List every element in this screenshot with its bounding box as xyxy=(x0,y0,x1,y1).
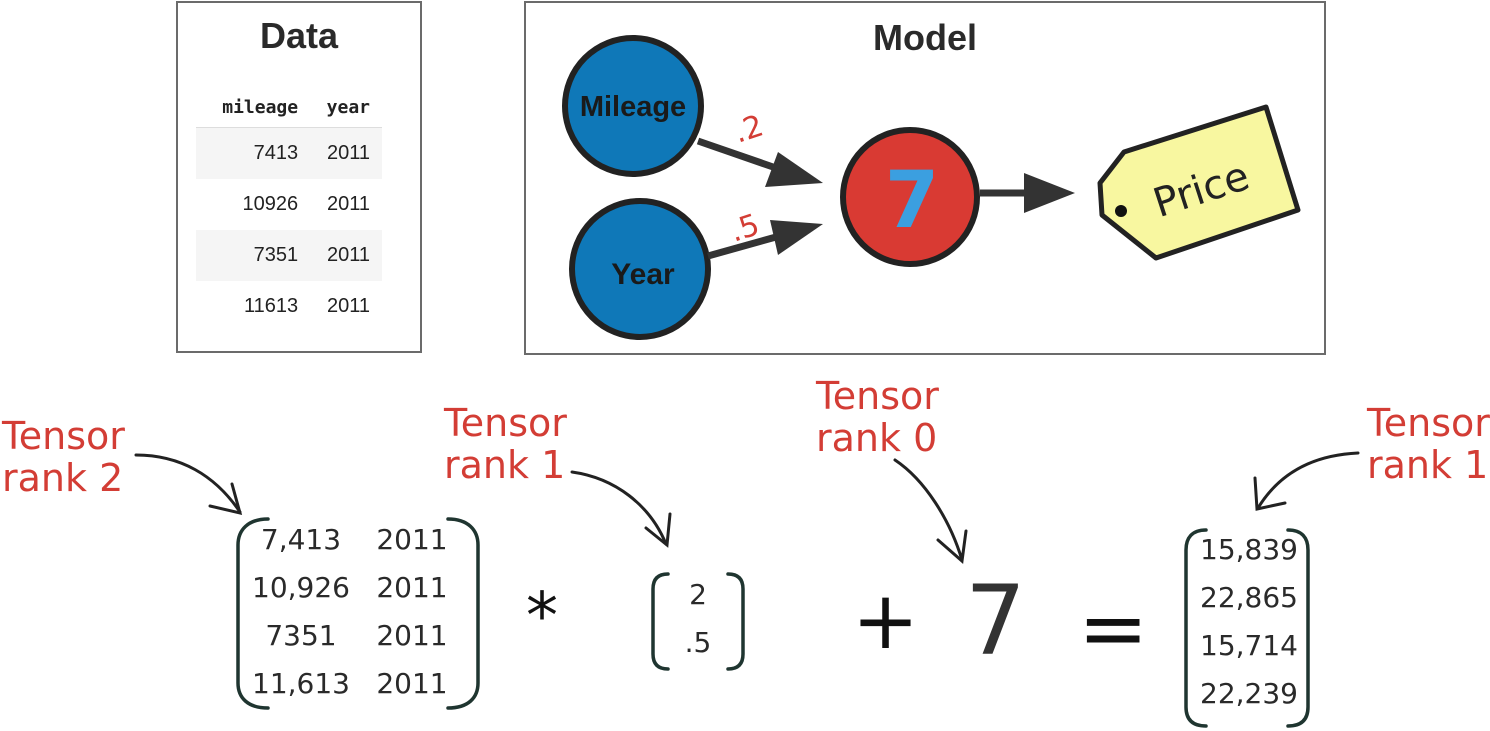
matrix-cell-mileage: 11,613 xyxy=(252,667,350,700)
label-rank1-right-line1: Tensor xyxy=(1367,401,1490,445)
result-cell: 15,839 xyxy=(1200,533,1298,566)
bias-node-value: 7 xyxy=(885,156,939,246)
data-panel: Data mileage year 7413 2011 10926 2011 7… xyxy=(176,1,422,353)
table-cell-mileage: 11613 xyxy=(243,295,299,317)
pointer-rank1-left xyxy=(570,470,668,546)
label-rank2-line2: rank 2 xyxy=(2,456,124,500)
plus-operator: + xyxy=(852,574,920,667)
table-row: 11613 2011 xyxy=(196,281,382,332)
arrow-bias-to-price xyxy=(980,173,1075,213)
label-rank1-left-line1: Tensor xyxy=(444,401,567,445)
matrix-cell-mileage: 10,926 xyxy=(252,571,350,604)
table-row: 10926 2011 xyxy=(196,179,382,230)
multiply-operator: * xyxy=(526,580,558,654)
label-tensor-rank-1-left: Tensor rank 1 xyxy=(444,402,567,486)
weights-vector: 2 .5 xyxy=(664,571,732,667)
table-cell-mileage: 7413 xyxy=(196,127,311,179)
matrix-left-bracket xyxy=(236,517,270,710)
matrix-cell-year: 2011 xyxy=(376,523,448,556)
label-tensor-rank-2: Tensor rank 2 xyxy=(2,415,125,499)
pointer-rank2-head xyxy=(208,482,243,516)
weights-left-bracket xyxy=(651,572,670,671)
price-tag: Price xyxy=(1097,104,1301,261)
arrow-year-to-bias xyxy=(707,220,823,260)
data-panel-title: Data xyxy=(259,15,339,56)
weight-mileage-label: .2 xyxy=(730,108,768,150)
result-cell: 15,714 xyxy=(1200,629,1298,662)
input-matrix: 7,413 2011 10,926 2011 7351 2011 11,613 … xyxy=(248,516,470,708)
arrow-mileage-to-bias xyxy=(696,137,823,187)
table-cell-year: 2011 xyxy=(326,193,370,215)
table-header-row: mileage year xyxy=(196,87,382,128)
matrix-row: 7351 2011 xyxy=(248,612,470,660)
matrix-cell-mileage: 7351 xyxy=(265,619,337,652)
result-vector: 15,839 22,865 15,714 22,239 xyxy=(1196,526,1302,718)
price-tag-hole xyxy=(1115,205,1127,217)
model-panel: Model xyxy=(524,1,1326,355)
bias-scalar: 7 xyxy=(965,565,1027,677)
table-cell-year: 2011 xyxy=(310,230,382,281)
equals-operator: = xyxy=(1078,579,1149,677)
pointer-rank2 xyxy=(134,453,242,514)
matrix-cell-mileage: 7,413 xyxy=(260,523,342,556)
result-right-bracket xyxy=(1286,528,1310,728)
table-cell-year: 2011 xyxy=(326,295,370,317)
result-cell: 22,865 xyxy=(1200,581,1298,614)
label-rank0-line1: Tensor xyxy=(816,374,939,418)
label-rank2-line1: Tensor xyxy=(2,414,125,458)
matrix-row: 10,926 2011 xyxy=(248,564,470,612)
label-rank0-line2: rank 0 xyxy=(816,416,938,460)
year-node xyxy=(569,198,711,340)
column-header-mileage: mileage xyxy=(196,87,311,128)
matrix-row: 11,613 2011 xyxy=(248,660,470,708)
label-rank1-right-line2: rank 1 xyxy=(1367,443,1489,487)
data-table: mileage year 7413 2011 10926 2011 7351 2… xyxy=(196,87,382,332)
matrix-cell-year: 2011 xyxy=(376,667,448,700)
weights-right-bracket xyxy=(726,572,745,671)
label-rank1-left-line2: rank 1 xyxy=(444,443,566,487)
mileage-node xyxy=(562,35,704,177)
matrix-right-bracket xyxy=(446,517,480,710)
year-node-label: Year xyxy=(611,258,675,291)
mileage-node-label: Mileage xyxy=(580,91,686,123)
label-tensor-rank-0: Tensor rank 0 xyxy=(816,375,939,459)
pointer-rank1-right xyxy=(1256,451,1360,510)
label-tensor-rank-1-right: Tensor rank 1 xyxy=(1367,402,1490,486)
table-row: 7351 2011 xyxy=(196,230,382,281)
bias-node xyxy=(840,127,980,267)
table-cell-mileage: 7351 xyxy=(196,230,311,281)
table-cell-year: 2011 xyxy=(310,127,382,179)
table-row: 7413 2011 xyxy=(196,127,382,179)
matrix-cell-year: 2011 xyxy=(376,571,448,604)
pointer-rank0-head xyxy=(936,529,968,564)
pointer-rank0 xyxy=(893,458,964,562)
weights-cell: 2 xyxy=(689,578,707,611)
result-cell: 22,239 xyxy=(1200,677,1298,710)
result-left-bracket xyxy=(1184,528,1208,728)
pointer-rank1-right-head xyxy=(1253,476,1287,511)
column-header-year: year xyxy=(310,87,382,128)
matrix-cell-year: 2011 xyxy=(376,619,448,652)
weights-cell: .5 xyxy=(684,626,712,659)
table-cell-mileage: 10926 xyxy=(242,193,299,215)
model-panel-title: Model xyxy=(873,17,977,58)
pointer-rank1-left-head xyxy=(644,512,672,548)
matrix-row: 7,413 2011 xyxy=(248,516,470,564)
